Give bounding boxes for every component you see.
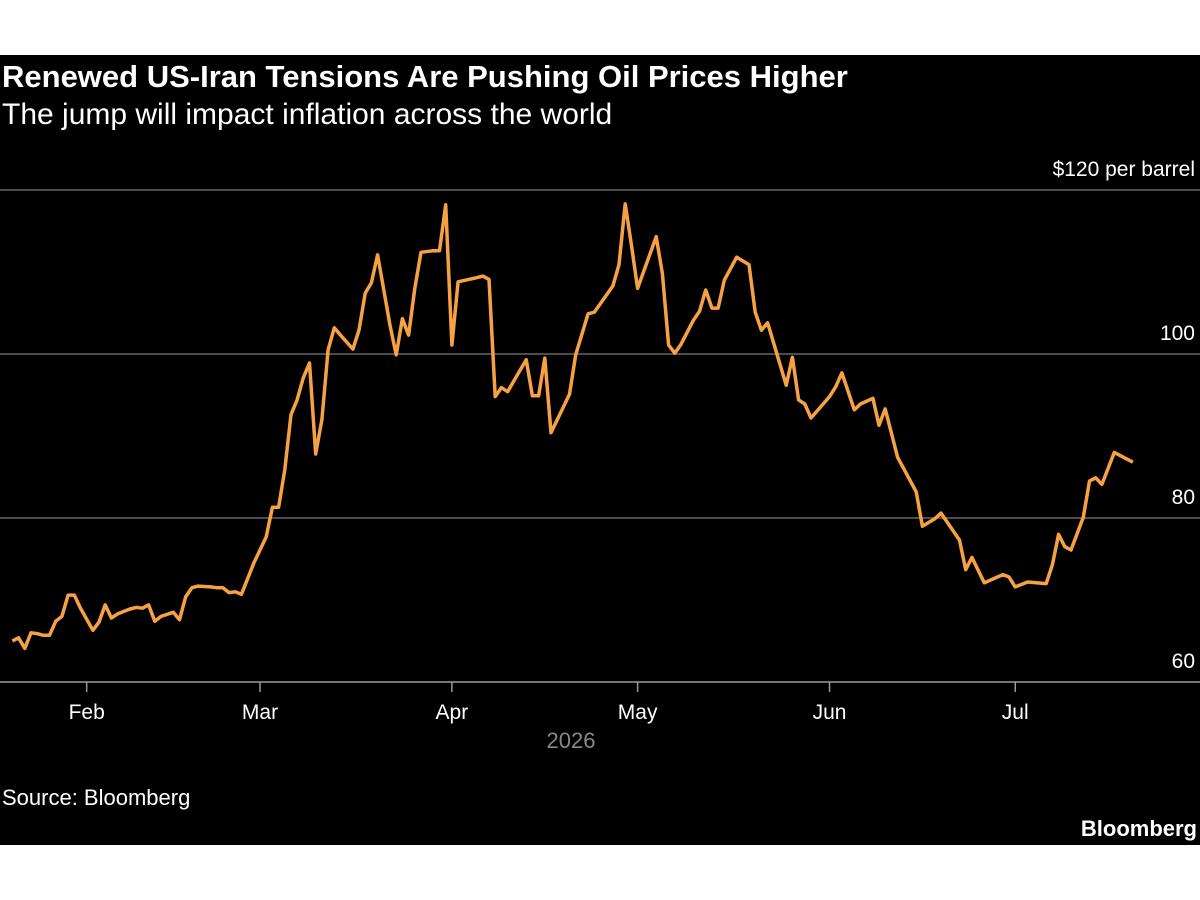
x-axis-label: 2026 (547, 728, 596, 753)
y-tick-label: 100 (1160, 322, 1195, 345)
y-tick-label: 80 (1172, 486, 1195, 509)
x-tick-label: May (618, 701, 658, 724)
brand: Bloomberg (1081, 816, 1197, 841)
chart-subtitle: The jump will impact inflation across th… (2, 98, 612, 131)
chart-background (0, 55, 1200, 845)
chart-title: Renewed US-Iran Tensions Are Pushing Oil… (2, 59, 848, 94)
source: Source: Bloomberg (2, 785, 190, 810)
x-tick-label: Apr (436, 701, 469, 724)
x-tick-label: Feb (69, 701, 105, 724)
x-tick-label: Jul (1002, 701, 1029, 724)
y-tick-label: 60 (1172, 650, 1195, 673)
x-tick-label: Jun (813, 701, 847, 724)
x-tick-label: Mar (242, 701, 278, 724)
price-line (11, 202, 1134, 651)
y-tick-label: $120 per barrel (1053, 158, 1195, 181)
